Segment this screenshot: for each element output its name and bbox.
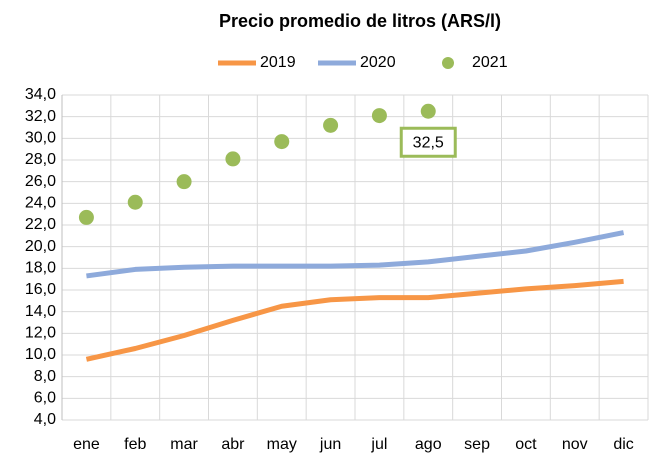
y-tick-label: 34,0 — [25, 86, 56, 103]
x-tick-label: abr — [221, 436, 245, 453]
marker — [127, 194, 143, 210]
marker — [225, 151, 241, 167]
x-tick-label: oct — [515, 436, 537, 453]
y-tick-label: 14,0 — [25, 303, 56, 320]
x-tick-label: mar — [170, 436, 198, 453]
marker — [176, 174, 192, 190]
marker — [323, 117, 339, 133]
y-tick-label: 4,0 — [34, 411, 56, 428]
x-tick-label: may — [267, 436, 297, 453]
marker — [78, 209, 94, 225]
x-tick-label: ene — [73, 436, 100, 453]
chart-title: Precio promedio de litros (ARS/l) — [219, 11, 501, 31]
y-tick-label: 22,0 — [25, 216, 56, 233]
data-label-box — [399, 126, 457, 158]
y-tick-label: 28,0 — [25, 151, 56, 168]
y-tick-label: 30,0 — [25, 130, 56, 147]
marker — [371, 108, 387, 124]
y-tick-label: 16,0 — [25, 281, 56, 298]
y-tick-label: 8,0 — [34, 368, 56, 385]
y-tick-label: 12,0 — [25, 325, 56, 342]
x-tick-label: nov — [562, 436, 588, 453]
y-tick-label: 26,0 — [25, 173, 56, 190]
legend-marker — [442, 57, 454, 69]
y-tick-label: 32,0 — [25, 108, 56, 125]
marker — [274, 134, 290, 150]
x-tick-label: dic — [613, 436, 633, 453]
marker — [420, 103, 436, 119]
y-tick-label: 18,0 — [25, 260, 56, 277]
y-tick-label: 10,0 — [25, 346, 56, 363]
legend-label: 2019 — [260, 54, 296, 71]
data-label: 32,5 — [413, 134, 444, 151]
x-tick-label: jun — [319, 436, 341, 453]
y-tick-label: 6,0 — [34, 390, 56, 407]
x-tick-label: jul — [370, 436, 387, 453]
legend-label: 2021 — [472, 54, 508, 71]
line — [85, 278, 624, 362]
x-tick-label: sep — [464, 436, 490, 453]
y-tick-label: 24,0 — [25, 195, 56, 212]
legend-label: 2020 — [360, 54, 396, 71]
y-tick-label: 20,0 — [25, 238, 56, 255]
x-tick-label: feb — [124, 436, 146, 453]
x-tick-label: ago — [415, 436, 442, 453]
line — [86, 230, 625, 279]
